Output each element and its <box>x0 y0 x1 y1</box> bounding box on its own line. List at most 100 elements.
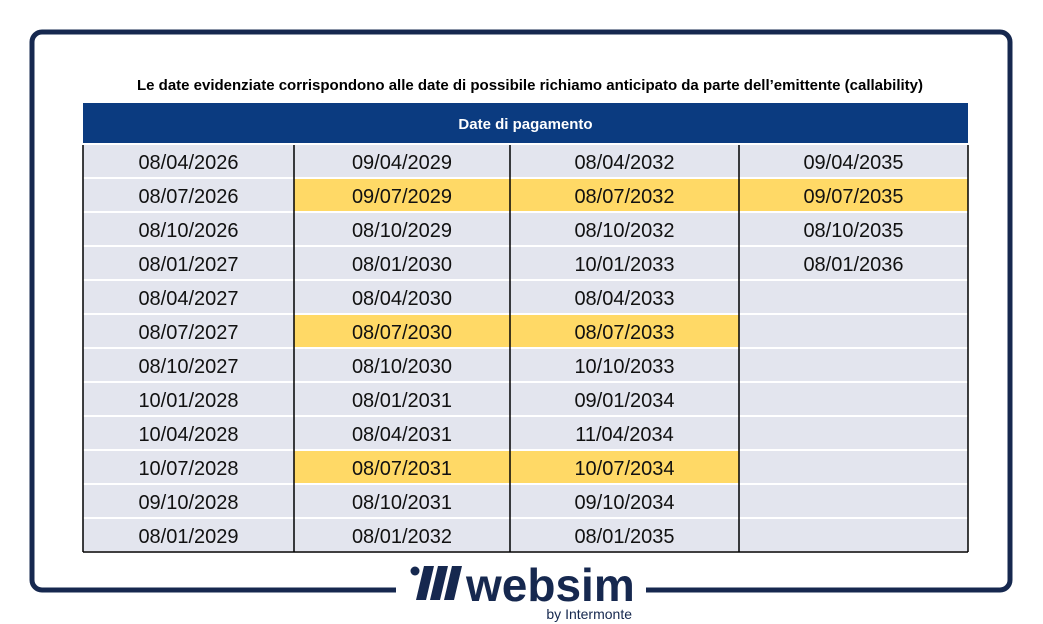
cell <box>510 485 739 517</box>
date: 08/04/2030 <box>352 288 452 310</box>
cell <box>510 247 739 279</box>
cell <box>739 485 968 517</box>
date: 08/07/2032 <box>574 186 674 208</box>
table-header-text: Date di pagamento <box>458 116 592 133</box>
cell <box>83 485 294 517</box>
cell <box>83 247 294 279</box>
date: 08/01/2027 <box>138 254 238 276</box>
cell <box>294 213 510 245</box>
date: 08/10/2030 <box>352 356 452 378</box>
cell <box>294 145 510 177</box>
date: 10/01/2028 <box>138 390 238 412</box>
date: 09/04/2029 <box>352 152 452 174</box>
date: 08/10/2035 <box>803 220 903 242</box>
date: 09/07/2029 <box>352 186 452 208</box>
date: 09/07/2035 <box>803 186 903 208</box>
highlighted-cell <box>510 451 739 483</box>
cell <box>739 519 968 551</box>
date: 08/04/2027 <box>138 288 238 310</box>
cell <box>83 383 294 415</box>
date: 08/10/2031 <box>352 492 452 514</box>
date: 08/04/2031 <box>352 424 452 446</box>
table: Date di pagamento 08/04/2026 09/04/2029 08/… <box>82 103 969 553</box>
date: 08/01/2030 <box>352 254 452 276</box>
cell <box>83 281 294 313</box>
highlighted-cell <box>294 451 510 483</box>
cell <box>739 417 968 449</box>
cell <box>510 417 739 449</box>
date: 08/07/2031 <box>352 458 452 480</box>
date: 10/04/2028 <box>138 424 238 446</box>
cell <box>83 179 294 211</box>
logo: websim by Intermonte <box>410 559 635 622</box>
cell <box>510 281 739 313</box>
date: 08/07/2027 <box>138 322 238 344</box>
cell <box>739 213 968 245</box>
cell <box>739 247 968 279</box>
highlighted-cell <box>294 315 510 347</box>
cell <box>294 485 510 517</box>
date: 09/04/2035 <box>803 152 903 174</box>
date: 08/07/2033 <box>574 322 674 344</box>
cell <box>294 417 510 449</box>
date: 08/10/2026 <box>138 220 238 242</box>
date: 11/04/2034 <box>575 424 674 446</box>
date: 08/01/2035 <box>574 526 674 548</box>
cell <box>739 383 968 415</box>
cell <box>739 315 968 347</box>
cell <box>294 247 510 279</box>
logo-name: websim <box>465 559 635 611</box>
date: 08/01/2032 <box>352 526 452 548</box>
date: 08/04/2026 <box>138 152 238 174</box>
cell <box>510 213 739 245</box>
date: 08/04/2033 <box>574 288 674 310</box>
highlighted-cell <box>510 179 739 211</box>
caption: Le date evidenziate corrispondono alle d… <box>137 77 923 94</box>
highlighted-cell <box>739 179 968 211</box>
date: 09/01/2034 <box>574 390 674 412</box>
cell <box>83 315 294 347</box>
cell <box>294 349 510 381</box>
table-header <box>83 103 968 143</box>
date: 10/01/2033 <box>574 254 674 276</box>
cell <box>739 281 968 313</box>
date: 10/07/2034 <box>574 458 674 480</box>
cell <box>83 451 294 483</box>
highlighted-cell <box>510 315 739 347</box>
date: 08/01/2031 <box>352 390 452 412</box>
cell <box>739 451 968 483</box>
cell <box>294 281 510 313</box>
date: 10/07/2028 <box>138 458 238 480</box>
cell <box>294 519 510 551</box>
highlighted-cell <box>294 179 510 211</box>
cell <box>510 519 739 551</box>
cell <box>739 145 968 177</box>
cell <box>83 417 294 449</box>
logo-bar <box>416 566 434 600</box>
cell <box>510 383 739 415</box>
cell <box>83 213 294 245</box>
cell <box>510 145 739 177</box>
date: 08/07/2030 <box>352 322 452 344</box>
date: 08/01/2036 <box>803 254 903 276</box>
logo-bar <box>444 566 462 600</box>
logo-bar <box>430 566 448 600</box>
date: 08/10/2029 <box>352 220 452 242</box>
date: 09/10/2034 <box>574 492 674 514</box>
cell <box>83 349 294 381</box>
date: 08/01/2029 <box>138 526 238 548</box>
date: 08/04/2032 <box>574 152 674 174</box>
date: 08/10/2032 <box>574 220 674 242</box>
logo-dot <box>410 566 420 576</box>
cell <box>510 349 739 381</box>
date: 10/10/2033 <box>574 356 674 378</box>
cell <box>294 383 510 415</box>
cell <box>739 349 968 381</box>
cell <box>83 519 294 551</box>
logo-tagline: by Intermonte <box>546 606 632 622</box>
date: 08/10/2027 <box>138 356 238 378</box>
cell <box>83 145 294 177</box>
date: 08/07/2026 <box>138 186 238 208</box>
